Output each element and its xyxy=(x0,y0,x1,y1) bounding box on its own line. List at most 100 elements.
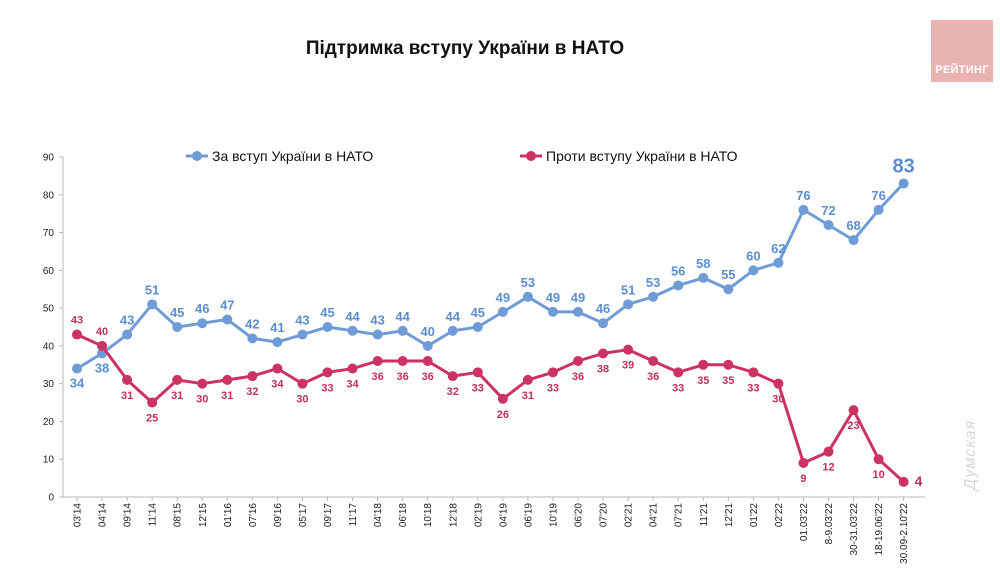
data-point-for xyxy=(272,337,283,348)
data-label-against: 23 xyxy=(847,420,859,432)
data-point-against xyxy=(447,371,458,382)
data-point-against xyxy=(322,367,333,378)
data-label-against: 25 xyxy=(146,413,158,425)
x-tick-label: 04'14 xyxy=(98,503,109,528)
data-point-against xyxy=(347,363,358,374)
y-tick-label: 60 xyxy=(43,266,55,277)
x-tick-label: 11'14 xyxy=(148,503,159,527)
data-point-for xyxy=(823,220,834,230)
data-point-against xyxy=(547,367,558,378)
y-tick-label: 50 xyxy=(43,304,55,315)
data-label-against: 36 xyxy=(397,371,409,383)
data-label-against: 31 xyxy=(171,390,183,402)
data-label-for: 58 xyxy=(696,256,710,271)
data-point-for xyxy=(147,299,158,310)
data-point-against xyxy=(422,356,433,366)
data-label-for: 62 xyxy=(771,241,785,256)
x-tick-label: 11'17 xyxy=(348,503,359,527)
data-point-against xyxy=(372,356,383,366)
data-point-against xyxy=(147,397,158,408)
data-label-for: 49 xyxy=(496,290,510,305)
data-label-against: 9 xyxy=(800,473,806,485)
x-tick-label: 01.03'22 xyxy=(799,503,810,541)
x-tick-label: 06'19 xyxy=(523,503,534,528)
data-label-against: 33 xyxy=(747,382,759,394)
x-tick-label: 30.09-2.10'22 xyxy=(899,503,910,564)
data-label-against: 36 xyxy=(572,371,584,383)
y-tick-label: 0 xyxy=(48,493,54,504)
data-point-against xyxy=(748,367,759,378)
data-label-against: 43 xyxy=(71,315,83,327)
data-label-for: 76 xyxy=(796,188,810,203)
data-point-for xyxy=(698,272,709,283)
x-tick-label: 09'16 xyxy=(273,503,284,528)
data-label-against: 30 xyxy=(196,394,208,406)
data-point-against xyxy=(798,458,809,468)
data-label-against: 36 xyxy=(371,371,383,383)
x-tick-label: 03'14 xyxy=(73,503,84,528)
data-label-for: 43 xyxy=(295,313,309,328)
data-label-for: 46 xyxy=(596,301,610,316)
data-point-against xyxy=(723,359,734,370)
data-label-for: 38 xyxy=(95,360,109,375)
y-tick-label: 90 xyxy=(43,153,55,164)
data-label-against: 33 xyxy=(321,382,333,394)
data-point-against xyxy=(522,374,533,385)
data-point-for xyxy=(447,325,458,336)
y-tick-label: 30 xyxy=(43,379,55,390)
legend-marker xyxy=(192,151,202,161)
data-label-for: 53 xyxy=(521,275,535,290)
data-label-for: 49 xyxy=(546,290,560,305)
data-point-against xyxy=(623,344,634,355)
x-tick-label: 04'21 xyxy=(649,503,660,528)
data-label-against: 31 xyxy=(221,390,233,402)
data-point-against xyxy=(573,356,583,366)
data-label-against: 4 xyxy=(915,473,923,489)
data-point-for xyxy=(197,318,208,329)
data-point-against xyxy=(247,371,258,382)
data-point-against xyxy=(397,356,408,366)
data-point-for xyxy=(648,291,659,302)
x-tick-label: 02'21 xyxy=(624,503,635,528)
data-point-for xyxy=(372,329,383,340)
x-tick-label: 02'22 xyxy=(774,503,785,528)
data-label-for: 60 xyxy=(746,248,760,263)
data-point-for xyxy=(522,291,533,302)
x-tick-label: 04'19 xyxy=(498,503,509,528)
data-label-for: 43 xyxy=(120,313,134,328)
data-point-against xyxy=(97,340,108,351)
x-tick-label: 06'20 xyxy=(574,503,585,528)
data-point-against xyxy=(122,374,133,385)
data-point-for xyxy=(122,329,133,340)
data-label-against: 32 xyxy=(447,386,459,398)
data-point-against xyxy=(598,348,609,359)
chart-title: Підтримка вступу України в НАТО xyxy=(305,38,625,59)
data-label-against: 26 xyxy=(497,409,509,421)
data-label-for: 55 xyxy=(721,267,735,282)
data-point-for xyxy=(297,329,308,340)
data-point-for xyxy=(898,178,909,189)
data-point-against xyxy=(72,329,82,340)
x-tick-label: 01'16 xyxy=(223,503,234,528)
chart-series xyxy=(72,178,909,487)
x-tick-label: 12'21 xyxy=(724,503,735,528)
data-point-for xyxy=(623,299,634,310)
data-point-against xyxy=(773,378,784,389)
x-tick-label: 05'17 xyxy=(298,503,309,528)
data-label-against: 35 xyxy=(697,375,709,387)
data-point-against xyxy=(197,378,208,389)
data-label-for: 40 xyxy=(420,324,434,339)
data-point-for xyxy=(172,322,183,332)
x-tick-label: 11'21 xyxy=(699,503,710,527)
data-label-against: 40 xyxy=(96,326,108,338)
data-point-against xyxy=(823,446,834,457)
data-label-against: 12 xyxy=(822,462,834,474)
legend-marker xyxy=(526,151,536,161)
x-tick-label: 18-19.06'22 xyxy=(874,503,885,556)
data-label-for: 45 xyxy=(320,305,334,320)
data-point-for xyxy=(798,204,809,215)
data-label-for: 68 xyxy=(846,218,860,233)
x-tick-label: 12'15 xyxy=(198,503,209,528)
